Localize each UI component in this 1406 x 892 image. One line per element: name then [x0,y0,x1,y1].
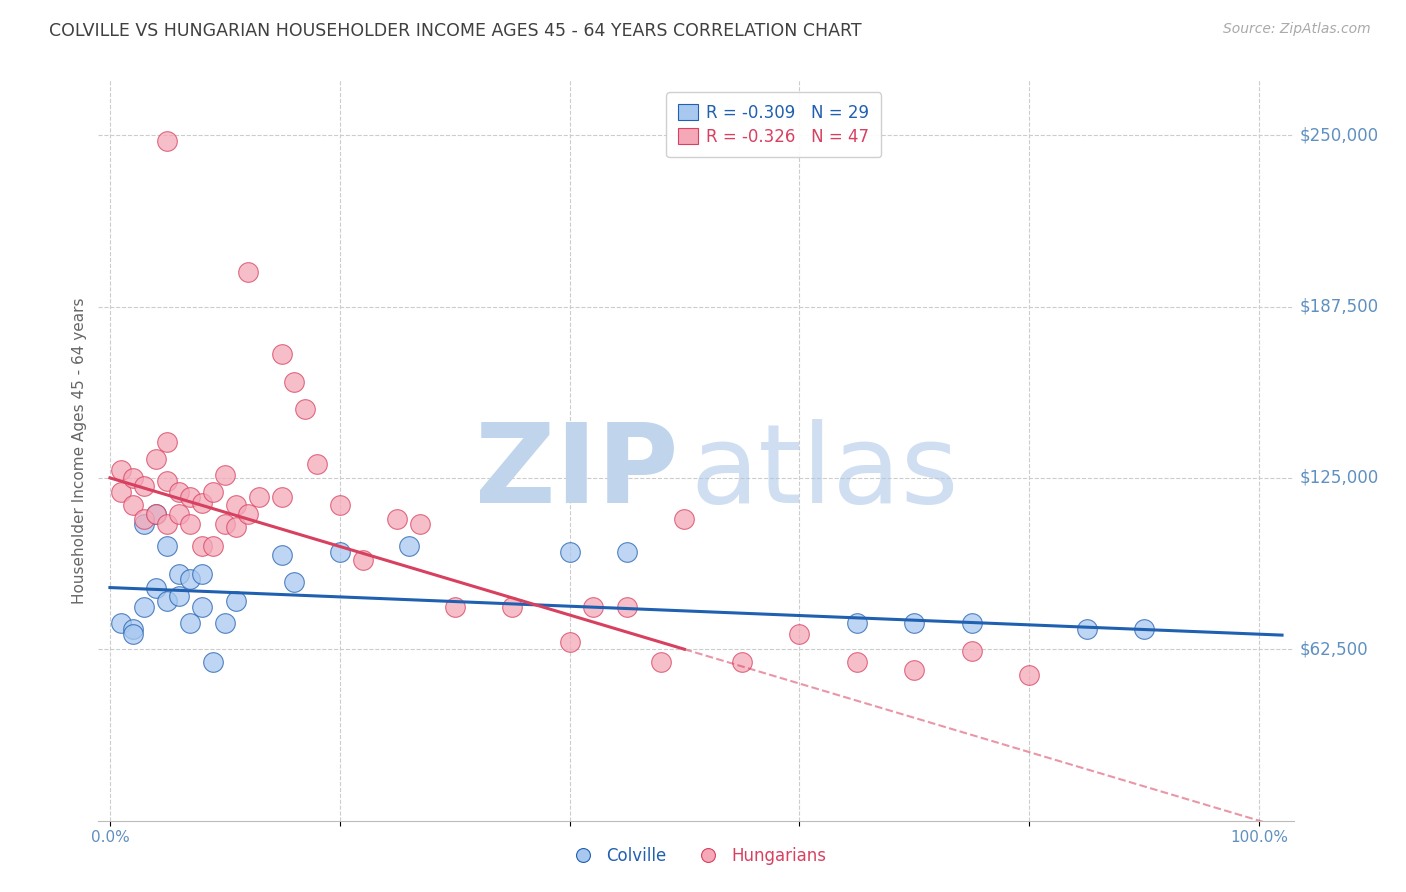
Point [305,457,328,471]
Point [616,545,638,559]
Point [145,451,167,466]
Text: atlas: atlas [690,419,959,526]
Point [156,540,179,554]
Point [352,553,374,567]
Point [110,616,132,631]
Point [225,498,247,512]
Point [616,599,638,614]
Point [236,507,259,521]
Point [156,594,179,608]
Point [225,594,247,608]
Point [134,479,156,493]
Point [191,495,214,509]
Point [145,581,167,595]
Point [156,134,179,148]
Point [960,643,983,657]
Point [191,566,214,581]
Point [122,498,145,512]
Point [385,512,409,526]
Point [329,545,352,559]
Text: $187,500: $187,500 [1299,298,1379,316]
Point [650,655,672,669]
Point [271,490,294,504]
Point [202,484,225,499]
Point [122,627,145,641]
Point [202,655,225,669]
Point [191,540,214,554]
Text: ZIP: ZIP [475,419,678,526]
Point [673,512,696,526]
Text: $62,500: $62,500 [1299,640,1368,658]
Point [294,402,316,417]
Point [134,512,156,526]
Point [845,655,868,669]
Point [156,474,179,488]
Point [283,375,305,389]
Point [202,540,225,554]
Point [145,507,167,521]
Point [1018,668,1040,682]
Point [110,463,132,477]
Point [134,517,156,532]
Point [329,498,352,512]
Text: $250,000: $250,000 [1299,126,1379,145]
Point [558,635,581,649]
Point [134,599,156,614]
Point [581,599,603,614]
Point [845,616,868,631]
Point [156,517,179,532]
Point [409,517,432,532]
Point [179,572,201,586]
Text: $125,000: $125,000 [1299,469,1379,487]
Point [145,507,167,521]
Point [156,435,179,450]
Point [179,616,201,631]
Point [1133,622,1156,636]
Point [225,520,247,534]
Point [1076,622,1098,636]
Point [789,627,811,641]
Point [731,655,754,669]
Text: COLVILLE VS HUNGARIAN HOUSEHOLDER INCOME AGES 45 - 64 YEARS CORRELATION CHART: COLVILLE VS HUNGARIAN HOUSEHOLDER INCOME… [49,22,862,40]
Point [214,616,236,631]
Point [214,468,236,483]
Point [191,599,214,614]
Point [558,545,581,559]
Point [214,517,236,532]
Point [122,471,145,485]
Point [167,589,190,603]
Point [167,484,190,499]
Point [247,490,270,504]
Point [903,663,925,677]
Point [398,540,420,554]
Point [443,599,465,614]
Point [110,484,132,499]
Point [236,265,259,279]
Point [167,507,190,521]
Point [271,548,294,562]
Point [179,517,201,532]
Point [283,575,305,590]
Point [903,616,925,631]
Point [960,616,983,631]
Point [179,490,201,504]
Y-axis label: Householder Income Ages 45 - 64 years: Householder Income Ages 45 - 64 years [72,297,87,604]
Point [271,347,294,361]
Point [122,622,145,636]
Legend: Colville, Hungarians: Colville, Hungarians [560,840,832,871]
Text: Source: ZipAtlas.com: Source: ZipAtlas.com [1223,22,1371,37]
Point [167,566,190,581]
Point [501,599,523,614]
